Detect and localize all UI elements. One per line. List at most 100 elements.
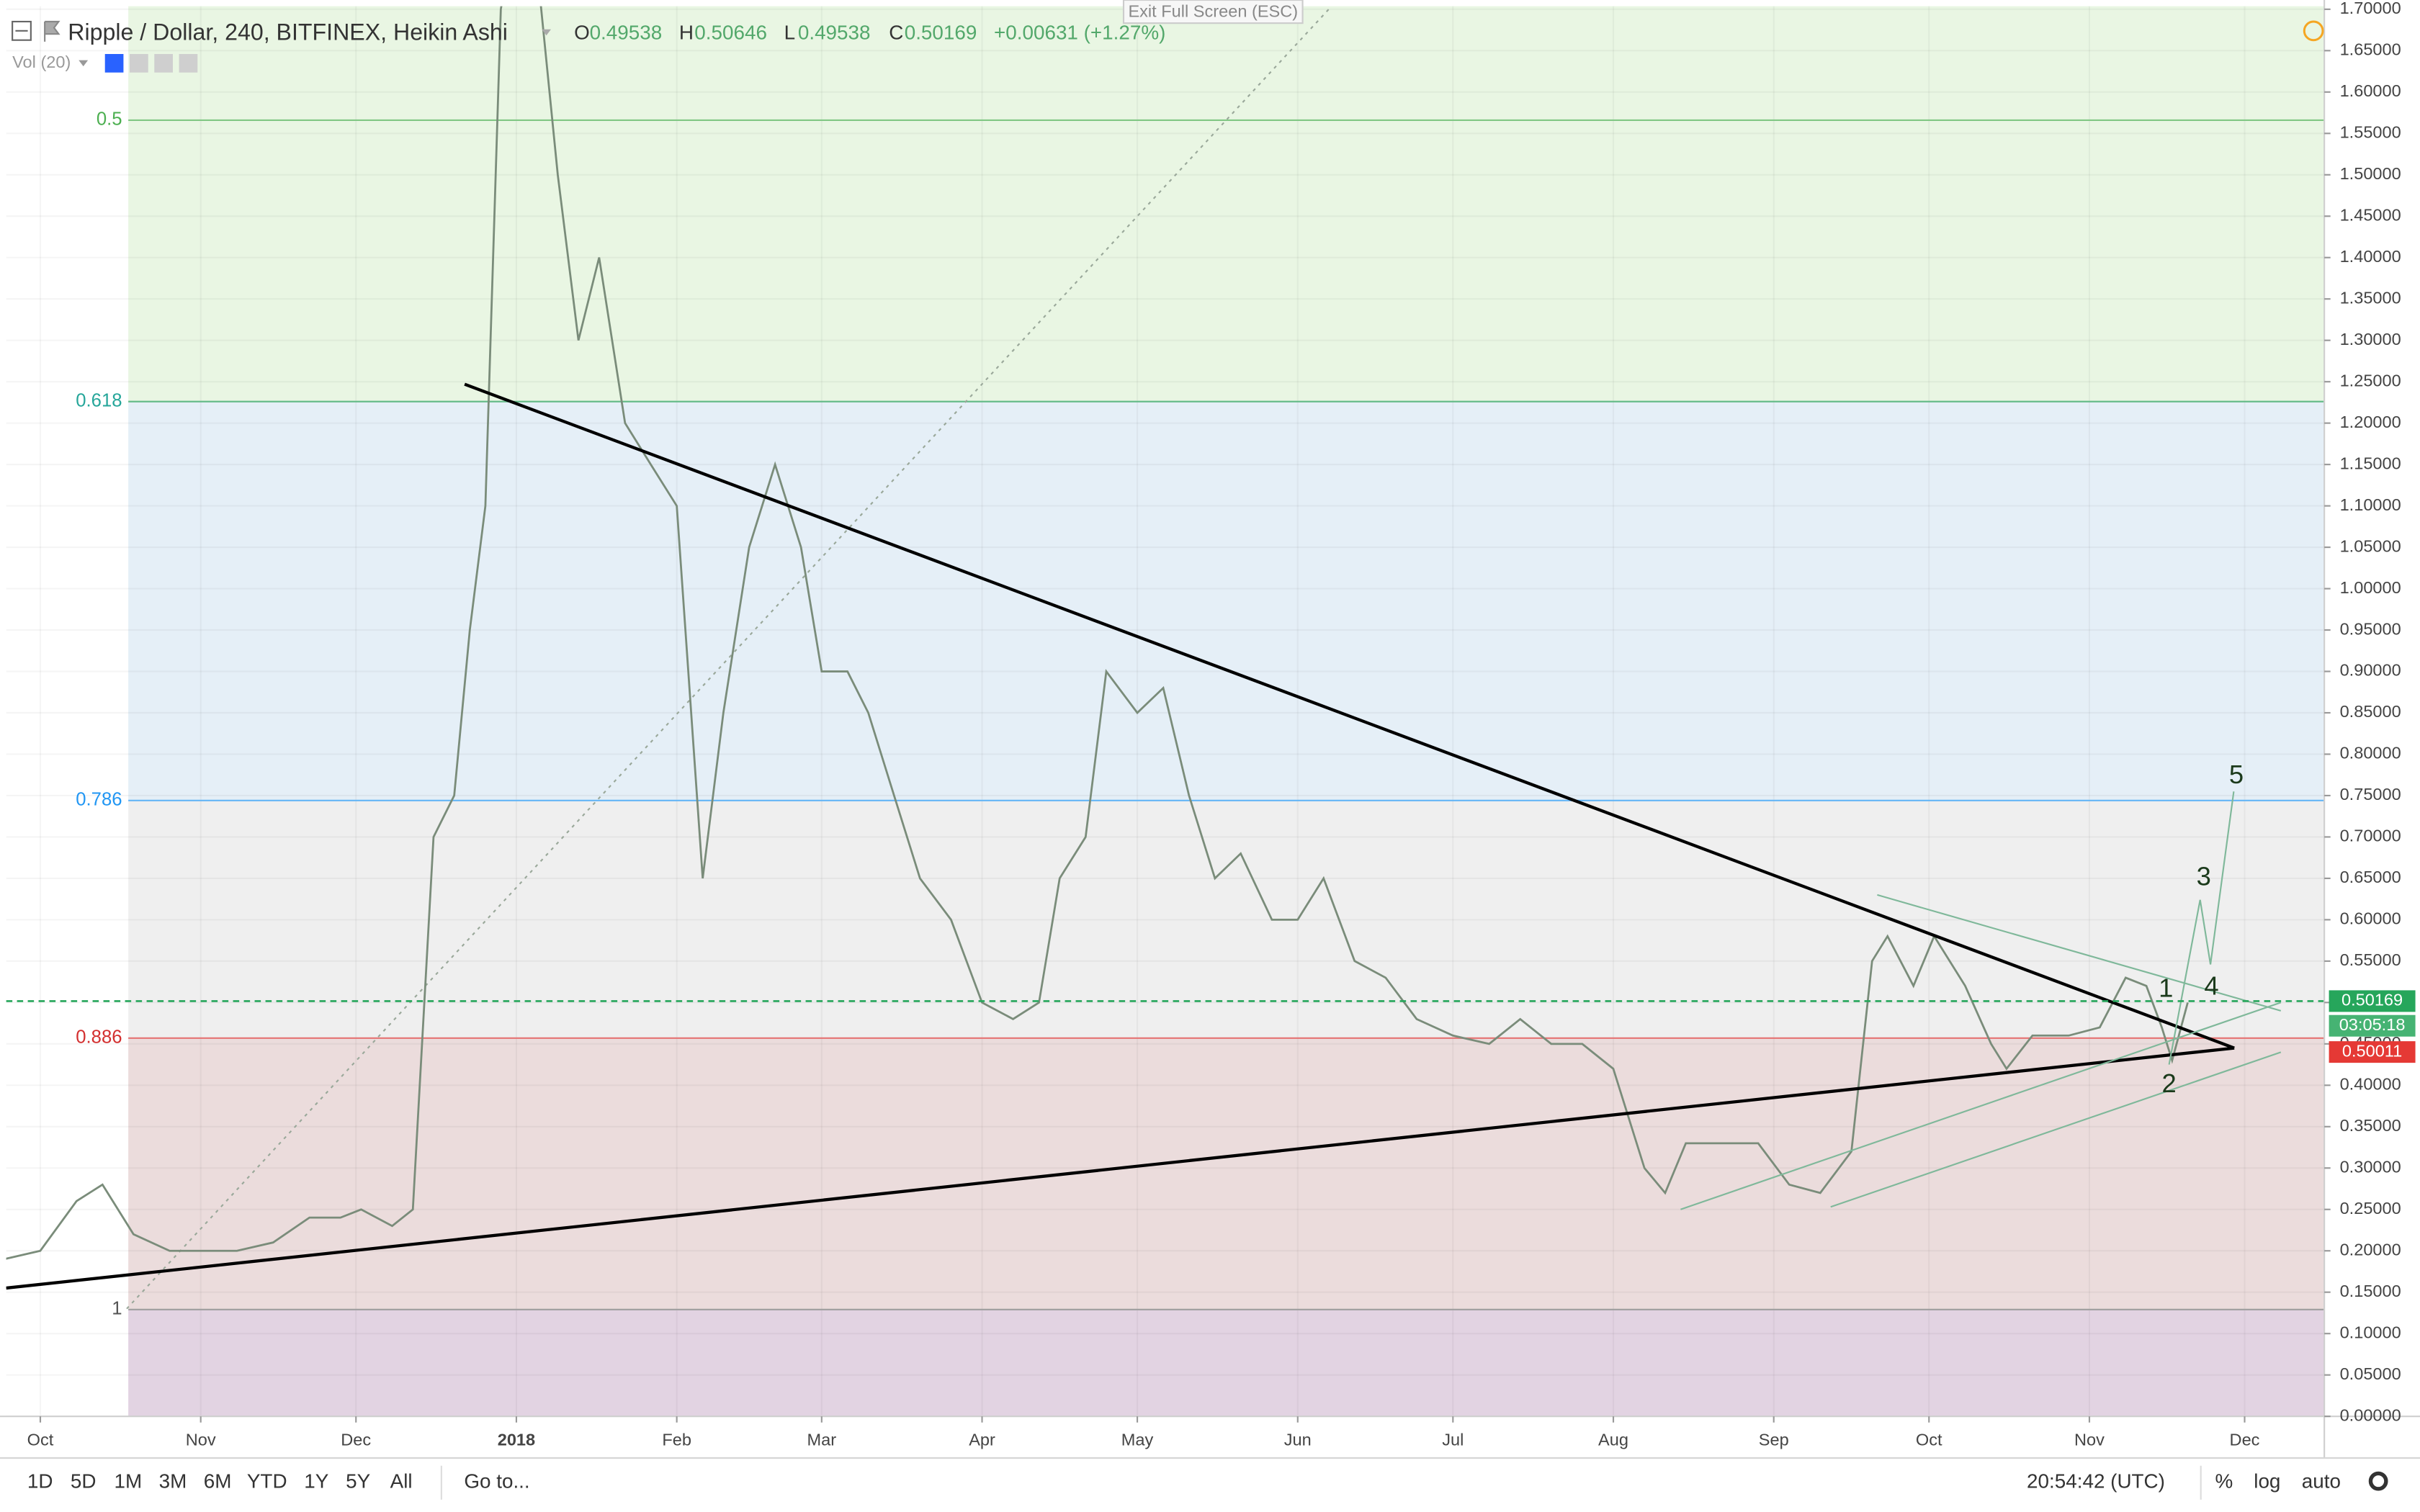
- close-icon[interactable]: [179, 54, 198, 73]
- symbol-title: Ripple / Dollar, 240, BITFINEX, Heikin A…: [68, 19, 508, 45]
- y-tick-label: 0.30000: [2340, 1157, 2401, 1176]
- x-tick-label: Aug: [1598, 1431, 1628, 1449]
- y-tick-label: 0.65000: [2340, 868, 2401, 886]
- y-tick-label: 0.70000: [2340, 827, 2401, 845]
- trendline: [1680, 1002, 2282, 1210]
- y-tick-label: 1.10000: [2340, 495, 2401, 514]
- scale-option[interactable]: auto: [2302, 1470, 2341, 1493]
- ohlc-key: L: [784, 22, 796, 44]
- scale-option[interactable]: log: [2254, 1470, 2280, 1493]
- eye-icon[interactable]: [104, 54, 124, 73]
- alert-icon[interactable]: [2303, 20, 2324, 42]
- y-tick-label: 1.40000: [2340, 247, 2401, 266]
- last-price-box: [2329, 990, 2416, 1012]
- settings-icon[interactable]: [130, 54, 148, 73]
- y-tick-label: 0.20000: [2340, 1240, 2401, 1259]
- countdown-label: 03:05:18: [2339, 1015, 2406, 1034]
- y-tick-label: 1.05000: [2340, 536, 2401, 555]
- fib-zone: [128, 800, 2325, 1038]
- range-button[interactable]: 1Y: [304, 1470, 328, 1493]
- x-tick-label: Mar: [807, 1431, 837, 1449]
- y-tick-label: 0.60000: [2340, 909, 2401, 928]
- range-button[interactable]: 1M: [115, 1470, 143, 1493]
- range-button[interactable]: YTD: [247, 1470, 287, 1493]
- scale-option[interactable]: %: [2215, 1470, 2233, 1493]
- y-tick-label: 0.90000: [2340, 661, 2401, 680]
- y-tick-label: 1.15000: [2340, 454, 2401, 472]
- y-tick-label: 1.20000: [2340, 413, 2401, 431]
- range-button[interactable]: 1D: [27, 1470, 53, 1493]
- indicator-label: Vol (20): [12, 53, 71, 71]
- fib-zone: [128, 1309, 2325, 1417]
- y-tick-label: 0.95000: [2340, 619, 2401, 638]
- x-tick-label: Oct: [27, 1431, 54, 1449]
- x-tick-label: Oct: [1916, 1431, 1942, 1449]
- x-tick-label: Dec: [341, 1431, 371, 1449]
- ohlc-key: C: [889, 22, 903, 44]
- y-tick-label: 0.85000: [2340, 702, 2401, 721]
- range-button[interactable]: 5D: [71, 1470, 97, 1493]
- y-tick-label: 1.70000: [2340, 0, 2401, 17]
- fib-label: 0.886: [76, 1027, 122, 1048]
- y-tick-label: 1.65000: [2340, 40, 2401, 59]
- y-tick-label: 1.45000: [2340, 205, 2401, 224]
- y-tick-label: 1.25000: [2340, 371, 2401, 390]
- range-button[interactable]: 5Y: [346, 1470, 370, 1493]
- settings-gear[interactable]: [2368, 1471, 2388, 1491]
- trendline: [1830, 1051, 2282, 1208]
- x-tick-label: Jun: [1284, 1431, 1312, 1449]
- fib-zone: [128, 401, 2325, 801]
- x-tick-label: Jul: [1442, 1431, 1464, 1449]
- add-icon[interactable]: [154, 54, 173, 73]
- y-tick-label: 1.35000: [2340, 288, 2401, 307]
- x-tick-label: Feb: [662, 1431, 691, 1449]
- trendline: [1877, 894, 2282, 1012]
- y-tick-label: 0.55000: [2340, 950, 2401, 969]
- range-button[interactable]: All: [390, 1470, 413, 1493]
- trendline: [6, 1046, 2235, 1290]
- y-tick-label: 0.40000: [2340, 1075, 2401, 1094]
- y-tick-label: 1.00000: [2340, 578, 2401, 597]
- ohlc-key: H: [679, 22, 694, 44]
- dropdown-icon: [542, 29, 551, 36]
- x-tick-label: 2018: [498, 1431, 535, 1449]
- fib-label: 0.786: [76, 790, 122, 810]
- wave-label: 4: [2204, 971, 2218, 1000]
- trendline: [464, 382, 2235, 1050]
- fib-zone: [128, 6, 2325, 120]
- x-tick-label: May: [1121, 1431, 1154, 1449]
- ohlc-key: O: [574, 22, 590, 44]
- price-line: [6, 6, 2189, 1260]
- y-tick-label: 1.50000: [2340, 164, 2401, 183]
- range-button[interactable]: 3M: [159, 1470, 187, 1493]
- collapse-icon[interactable]: [12, 20, 32, 41]
- fib-label: 1: [112, 1299, 122, 1319]
- y-tick-label: 0.35000: [2340, 1116, 2401, 1135]
- wave-label: 3: [2197, 862, 2211, 891]
- range-button[interactable]: 6M: [204, 1470, 232, 1493]
- y-tick-label: 0.15000: [2340, 1282, 2401, 1300]
- y-tick-label: 0.10000: [2340, 1323, 2401, 1341]
- exit-fullscreen[interactable]: [1122, 0, 1304, 24]
- wave-label: 1: [2159, 973, 2173, 1003]
- last-price-label: 0.50169: [2341, 991, 2403, 1009]
- x-tick-label: Apr: [969, 1431, 995, 1449]
- countdown-box: [2329, 1014, 2416, 1037]
- fib-zone: [128, 1038, 2325, 1310]
- fib-zone: [128, 120, 2325, 402]
- price-box: [2329, 1041, 2416, 1063]
- flag-icon: [44, 20, 60, 42]
- price-label: 0.50011: [2342, 1041, 2402, 1060]
- ohlc-value: 0.49538: [590, 22, 663, 44]
- y-tick-label: 0.25000: [2340, 1199, 2401, 1218]
- fib-label: 0.5: [97, 109, 122, 130]
- exit-fullscreen-label: Exit Full Screen (ESC): [1128, 1, 1298, 20]
- y-tick-label: 0.05000: [2340, 1364, 2401, 1383]
- fib-label: 0.618: [76, 391, 122, 411]
- ohlc-value: 0.50169: [905, 22, 977, 44]
- x-tick-label: Nov: [186, 1431, 216, 1449]
- wave-label: 5: [2229, 760, 2244, 789]
- goto-button[interactable]: Go to...: [464, 1470, 529, 1493]
- x-tick-label: Nov: [2074, 1431, 2105, 1449]
